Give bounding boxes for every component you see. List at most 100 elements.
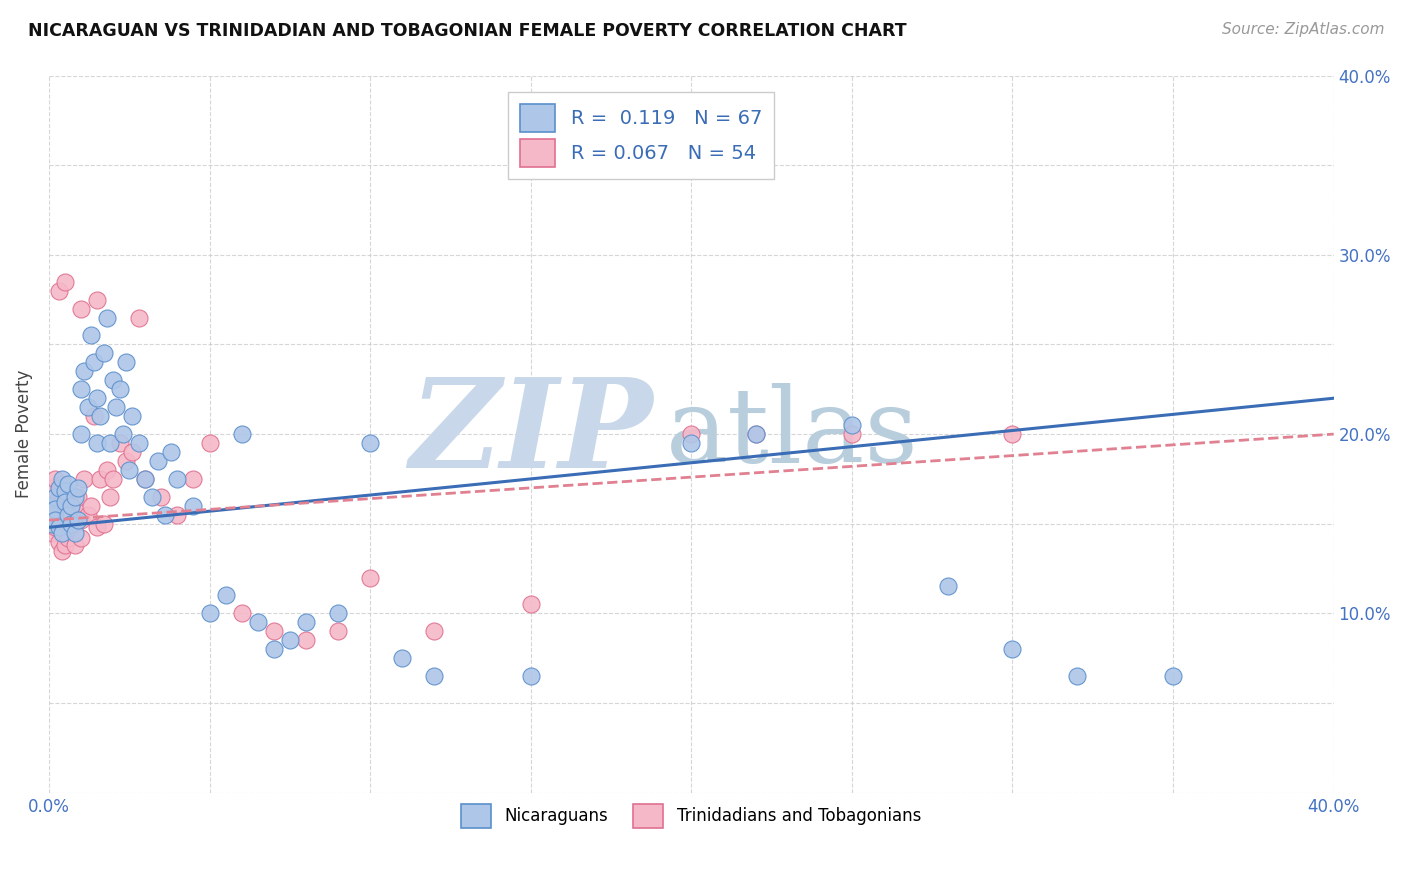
Point [89, 472, 111, 486]
Point [115, 355, 138, 369]
Point [263, 624, 285, 639]
Point [359, 436, 381, 450]
Point [53, 484, 76, 499]
Point [73, 472, 96, 486]
Point [60, 516, 83, 531]
Point [44, 520, 66, 534]
Point [103, 373, 125, 387]
Point [93, 516, 115, 531]
Point [519, 598, 541, 612]
Point [160, 445, 183, 459]
Point [80, 499, 103, 513]
Point [231, 607, 253, 621]
Point [278, 633, 301, 648]
Point [70, 531, 93, 545]
Point [103, 472, 125, 486]
Point [41, 525, 63, 540]
Point [214, 589, 236, 603]
Point [63, 502, 86, 516]
Point [134, 472, 156, 486]
Point [616, 158, 638, 172]
Point [80, 328, 103, 343]
Point [48, 284, 70, 298]
Point [146, 454, 169, 468]
Point [121, 445, 143, 459]
Point [60, 508, 83, 522]
Point [70, 427, 93, 442]
Text: Source: ZipAtlas.com: Source: ZipAtlas.com [1222, 22, 1385, 37]
Point [128, 310, 150, 325]
Point [51, 525, 73, 540]
Point [681, 427, 703, 442]
Point [118, 463, 141, 477]
Point [183, 472, 205, 486]
Text: atlas: atlas [665, 383, 918, 485]
Point [295, 633, 318, 648]
Point [66, 490, 89, 504]
Point [66, 513, 89, 527]
Point [121, 409, 143, 424]
Point [86, 391, 108, 405]
Point [48, 490, 70, 504]
Point [58, 508, 80, 522]
Point [48, 520, 70, 534]
Point [326, 624, 349, 639]
Text: NICARAGUAN VS TRINIDADIAN AND TOBAGONIAN FEMALE POVERTY CORRELATION CHART: NICARAGUAN VS TRINIDADIAN AND TOBAGONIAN… [28, 22, 907, 40]
Point [105, 400, 128, 414]
Point [58, 531, 80, 545]
Point [58, 495, 80, 509]
Legend: Nicaraguans, Trinidadians and Tobagonians: Nicaraguans, Trinidadians and Tobagonian… [454, 797, 928, 835]
Point [128, 436, 150, 450]
Point [53, 495, 76, 509]
Point [83, 355, 105, 369]
Point [86, 520, 108, 534]
Point [295, 615, 318, 630]
Y-axis label: Female Poverty: Female Poverty [15, 370, 32, 499]
Point [66, 481, 89, 495]
Point [44, 502, 66, 516]
Point [41, 508, 63, 522]
Point [41, 481, 63, 495]
Point [60, 520, 83, 534]
Point [53, 538, 76, 552]
Point [108, 436, 131, 450]
Point [53, 484, 76, 499]
Point [198, 436, 221, 450]
Point [231, 427, 253, 442]
Point [70, 513, 93, 527]
Point [89, 409, 111, 424]
Point [744, 427, 766, 442]
Point [111, 427, 134, 442]
Point [166, 472, 188, 486]
Point [391, 651, 413, 665]
Point [359, 570, 381, 584]
Point [108, 382, 131, 396]
Point [423, 669, 446, 683]
Point [423, 624, 446, 639]
Point [41, 516, 63, 531]
Point [58, 477, 80, 491]
Point [115, 454, 138, 468]
Point [841, 427, 863, 442]
Point [150, 490, 173, 504]
Point [246, 615, 269, 630]
Point [44, 472, 66, 486]
Point [41, 499, 63, 513]
Point [93, 346, 115, 360]
Point [183, 499, 205, 513]
Point [744, 427, 766, 442]
Point [63, 538, 86, 552]
Point [263, 642, 285, 657]
Point [41, 499, 63, 513]
Point [63, 490, 86, 504]
Point [63, 525, 86, 540]
Point [51, 472, 73, 486]
Point [96, 463, 118, 477]
Point [141, 490, 163, 504]
Point [98, 490, 121, 504]
Point [841, 418, 863, 433]
Point [73, 364, 96, 378]
Point [1066, 669, 1088, 683]
Point [519, 669, 541, 683]
Point [198, 607, 221, 621]
